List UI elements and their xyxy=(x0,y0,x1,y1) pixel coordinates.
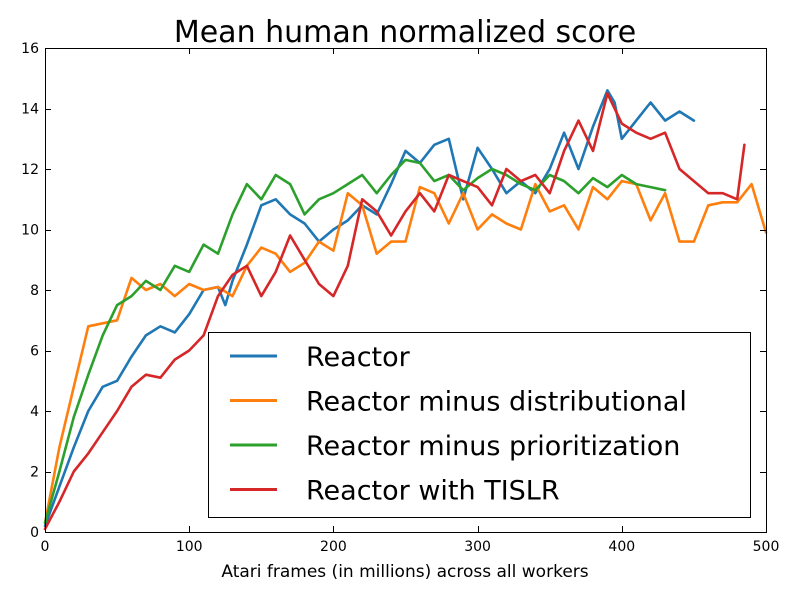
y-tick-label: 0 xyxy=(30,525,39,541)
series-line-4 xyxy=(43,92,746,531)
x-tick-label: 0 xyxy=(41,539,50,555)
series-line-2 xyxy=(43,179,768,525)
legend-label: Reactor with TISLR xyxy=(306,476,560,507)
y-tick-label: 12 xyxy=(21,162,39,178)
y-tick-label: 8 xyxy=(30,283,39,299)
series-line-3 xyxy=(43,158,667,525)
y-tick-label: 2 xyxy=(30,465,39,481)
legend-label: Reactor xyxy=(306,342,411,373)
legend-box xyxy=(208,332,751,518)
x-tick-label: 400 xyxy=(608,539,635,555)
x-tick-label: 100 xyxy=(176,539,203,555)
legend-label: Reactor minus distributional xyxy=(306,387,687,418)
y-tick-label: 16 xyxy=(21,41,39,57)
x-axis-label: Atari frames (in millions) across all wo… xyxy=(221,562,588,582)
y-tick-label: 6 xyxy=(30,344,39,360)
ticks-layer: 0 100 200 300 400 500 0 2 4 6 8 10 12 14 16 xyxy=(21,41,779,555)
chart-title: Mean human normalized score xyxy=(174,15,636,50)
y-tick-label: 14 xyxy=(21,102,39,118)
y-tick-label: 10 xyxy=(21,223,39,239)
x-tick-label: 300 xyxy=(464,539,491,555)
legend: Reactor Reactor minus distributional React… xyxy=(208,332,751,518)
series-line-1 xyxy=(43,89,696,528)
series-layer xyxy=(43,89,768,531)
x-tick-label: 500 xyxy=(753,539,780,555)
x-tick-label: 200 xyxy=(320,539,347,555)
y-tick-label: 4 xyxy=(30,404,39,420)
legend-label: Reactor minus prioritization xyxy=(306,431,680,462)
